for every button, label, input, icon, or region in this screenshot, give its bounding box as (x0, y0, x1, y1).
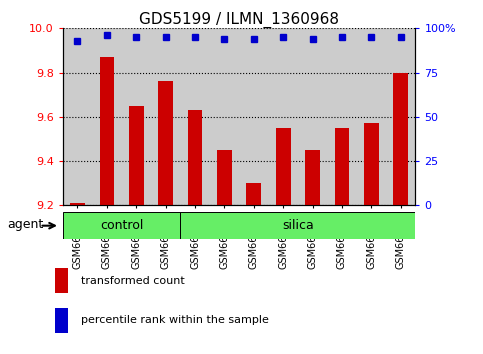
Bar (327, 28, 356, 205)
Text: transformed count: transformed count (81, 275, 185, 286)
Bar (269, 28, 298, 205)
Bar (55, 308, 68, 333)
Bar (188, 110, 202, 205)
Bar (180, 212, 415, 239)
Bar (217, 150, 232, 205)
Bar (356, 28, 386, 205)
Bar (63, 212, 180, 239)
Title: GDS5199 / ILMN_1360968: GDS5199 / ILMN_1360968 (139, 12, 339, 28)
Bar (298, 28, 327, 205)
Bar (129, 106, 143, 205)
Text: percentile rank within the sample: percentile rank within the sample (81, 315, 269, 325)
Text: silica: silica (282, 219, 314, 232)
Text: control: control (100, 219, 143, 232)
Bar (180, 28, 210, 205)
Bar (305, 150, 320, 205)
Bar (55, 268, 68, 293)
Bar (276, 128, 290, 205)
Bar (122, 28, 151, 205)
Text: agent: agent (8, 218, 44, 231)
Bar (151, 28, 180, 205)
Bar (99, 57, 114, 205)
Bar (158, 81, 173, 205)
Bar (393, 73, 408, 205)
Bar (92, 28, 122, 205)
Bar (364, 124, 379, 205)
Bar (239, 28, 269, 205)
Bar (210, 28, 239, 205)
Bar (386, 28, 415, 205)
Bar (335, 128, 349, 205)
Bar (246, 183, 261, 205)
Bar (70, 203, 85, 205)
Bar (63, 28, 92, 205)
